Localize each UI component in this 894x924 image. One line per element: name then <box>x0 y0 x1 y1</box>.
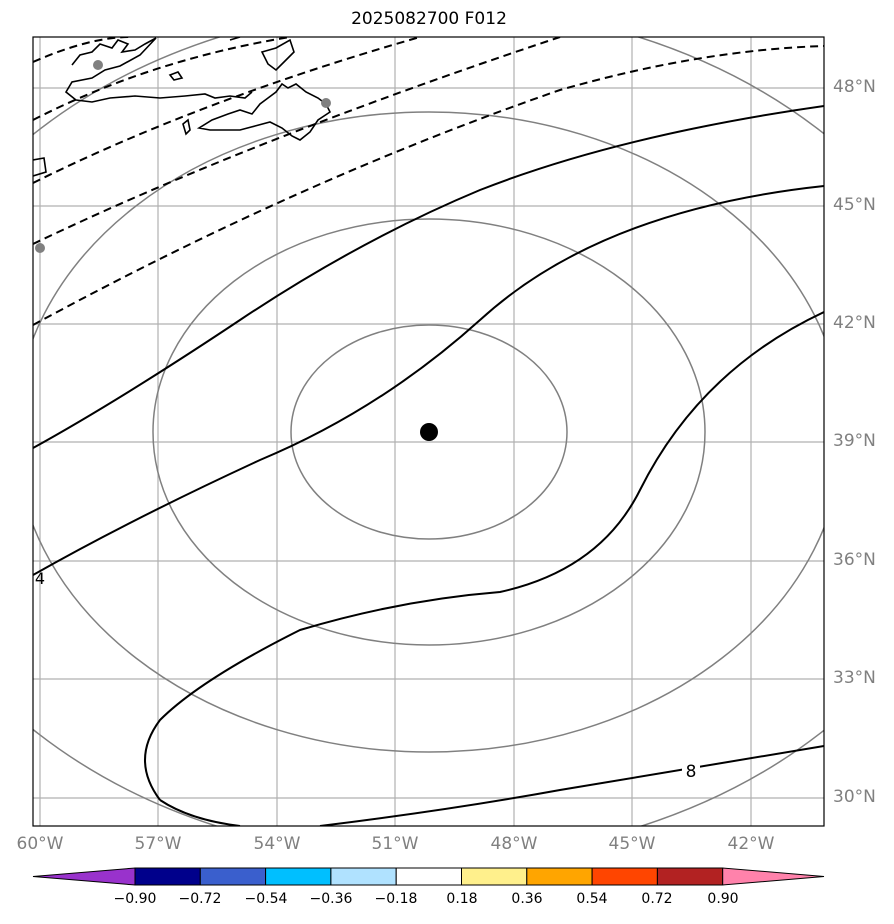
storm-center-marker <box>420 423 438 441</box>
solid-contours <box>33 105 824 826</box>
colorbar-segment <box>591 867 658 886</box>
lat-label: 36°N <box>833 550 876 570</box>
lon-label: 54°W <box>253 834 301 854</box>
dashed-contours <box>33 37 824 326</box>
colorbar-extend-low <box>32 867 136 886</box>
colorbar <box>32 867 825 886</box>
lat-label: 42°N <box>833 313 876 333</box>
lon-label: 60°W <box>16 834 64 854</box>
colorbar-extend-high <box>722 867 825 886</box>
colorbar-segment <box>199 867 267 886</box>
contour-label-4: 4 <box>35 569 45 588</box>
colorbar-tick: −0.36 <box>309 891 353 907</box>
city-markers <box>35 60 331 253</box>
lon-label: 48°W <box>490 834 538 854</box>
colorbar-tick: 0.54 <box>576 891 608 907</box>
colorbar-segment <box>526 867 593 886</box>
lat-label: 48°N <box>833 77 876 97</box>
colorbar-tick: 0.72 <box>641 891 673 907</box>
colorbar-tick: −0.54 <box>244 891 288 907</box>
lat-label: 30°N <box>833 787 876 807</box>
lon-label: 57°W <box>134 834 182 854</box>
colorbar-tick: −0.72 <box>178 891 222 907</box>
colorbar-segment <box>265 867 332 886</box>
lat-label: 33°N <box>833 668 876 688</box>
colorbar-segment <box>330 867 397 886</box>
contour-label-8: 8 <box>686 762 697 782</box>
colorbar-tick: −0.90 <box>113 891 157 907</box>
lat-label: 39°N <box>833 431 876 451</box>
colorbar-tick: 0.90 <box>707 891 739 907</box>
coastline <box>33 37 332 177</box>
colorbar-tick: −0.18 <box>374 891 418 907</box>
map-frame <box>32 36 825 827</box>
colorbar-segment <box>461 867 528 886</box>
map-title: 2025082700 F012 <box>351 9 507 29</box>
colorbar-tick: 0.36 <box>511 891 543 907</box>
lon-label: 45°W <box>608 834 656 854</box>
colorbar-segment <box>395 867 463 886</box>
colorbar-tick: 0.18 <box>446 891 478 907</box>
lon-label: 51°W <box>371 834 419 854</box>
colorbar-segment <box>134 867 201 886</box>
range-rings <box>33 37 824 826</box>
lon-label: 42°W <box>727 834 775 854</box>
colorbar-segment <box>656 867 724 886</box>
lat-label: 45°N <box>833 195 876 215</box>
